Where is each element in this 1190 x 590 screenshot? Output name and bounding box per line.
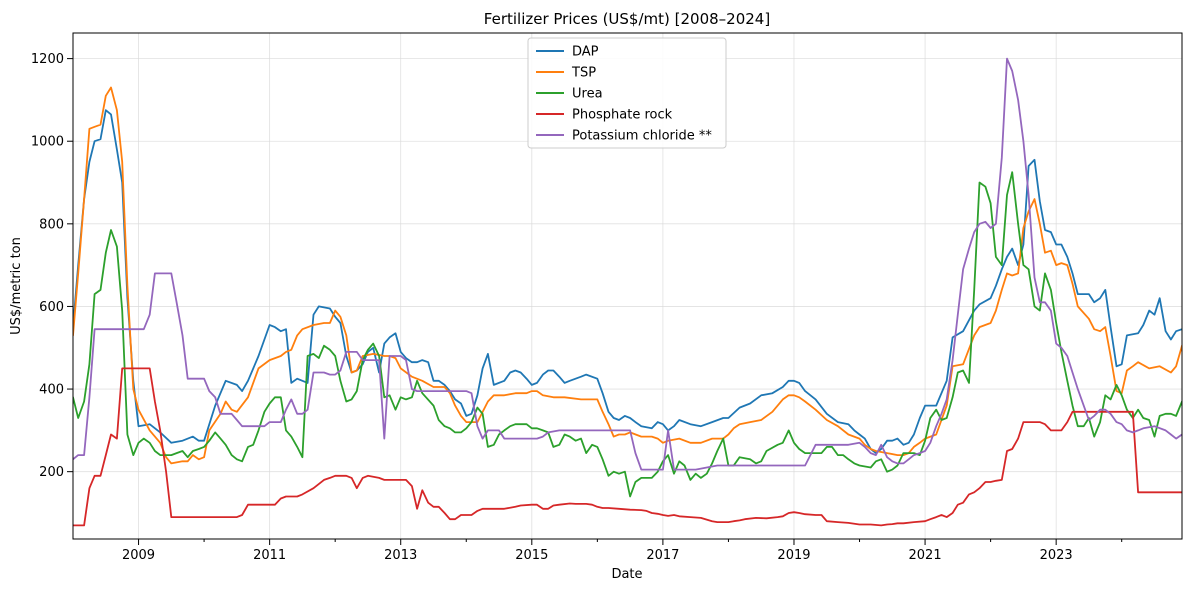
legend-entry: Urea — [572, 87, 603, 102]
legend-entry: Phosphate rock — [572, 108, 673, 123]
series-line-2 — [73, 171, 1182, 498]
x-tick-label: 2023 — [1040, 548, 1073, 563]
series-line-1 — [73, 86, 1182, 465]
x-axis-ticks: 2009 2011 2013 2015 2017 2019 2021 2023 — [122, 539, 1123, 563]
plot-frame — [72, 32, 1183, 540]
y-tick-label: 200 — [39, 465, 64, 480]
x-tick-label: 2021 — [909, 548, 942, 563]
x-tick-label: 2017 — [646, 548, 679, 563]
x-axis-label: Date — [611, 567, 642, 582]
y-tick-label: 600 — [39, 300, 64, 315]
y-tick-label: 800 — [39, 217, 64, 232]
series-line-4 — [73, 57, 1182, 471]
series-line-0 — [73, 109, 1182, 454]
x-tick-label: 2011 — [253, 548, 286, 563]
series-lines — [73, 57, 1182, 527]
legend-entry: DAP — [572, 45, 599, 60]
y-tick-label: 400 — [39, 383, 64, 398]
legend: DAP TSP Urea Phosphate rock Potassium chlori… — [527, 37, 727, 149]
legend-box — [527, 37, 727, 149]
legend-entry: Potassium chloride ** — [572, 129, 712, 144]
legend-entry: TSP — [571, 66, 596, 81]
y-tick-label: 1000 — [31, 135, 64, 150]
x-tick-label: 2009 — [122, 548, 155, 563]
y-tick-label: 1200 — [31, 52, 64, 67]
y-axis-label: US$/metric ton — [9, 237, 24, 335]
y-axis-ticks: 200 400 600 800 1000 1200 — [31, 52, 73, 480]
series-line-3 — [73, 367, 1182, 527]
chart-title: Fertilizer Prices (US$/mt) [2008–2024] — [484, 10, 770, 28]
x-tick-label: 2019 — [777, 548, 810, 563]
x-tick-label: 2015 — [515, 548, 548, 563]
x-tick-label: 2013 — [384, 548, 417, 563]
